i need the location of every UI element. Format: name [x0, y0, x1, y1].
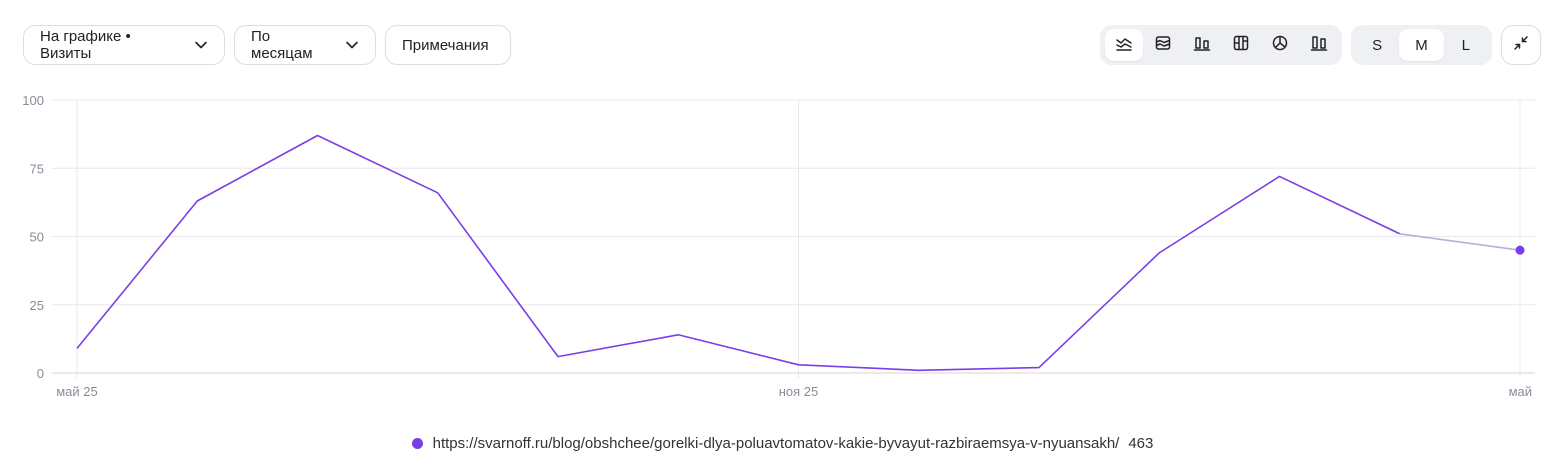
size-m-label: M: [1415, 36, 1428, 54]
bar-chart-icon: [1310, 34, 1328, 56]
x-tick-label: май 25: [56, 384, 98, 399]
size-s-option[interactable]: S: [1355, 29, 1399, 61]
series-line: [76, 134, 1401, 372]
x-axis: май 25 ноя 25 май: [56, 384, 1532, 399]
y-tick-label: 100: [22, 93, 44, 108]
chart-type-line[interactable]: [1104, 29, 1143, 61]
data-point: [1515, 245, 1525, 255]
stacked-column-icon: [1232, 34, 1250, 56]
y-tick-label: 50: [30, 230, 44, 245]
line-chart: 0 25 50 75 100 май 25 ноя 25 май: [22, 93, 1535, 399]
size-m-option[interactable]: M: [1399, 29, 1444, 61]
notes-button[interactable]: Примечания: [385, 25, 511, 65]
chart-series: [76, 134, 1525, 372]
line-chart-icon: [1115, 34, 1133, 56]
notes-button-label: Примечания: [402, 36, 489, 54]
period-dropdown-label: По месяцам: [251, 28, 313, 62]
legend-series-marker: [411, 437, 423, 449]
collapse-button[interactable]: [1501, 25, 1541, 65]
chart-toolbar: На графике • Визиты По месяцам Примечани…: [0, 0, 1565, 90]
metric-dropdown-label: На графике • Визиты: [40, 28, 131, 62]
chevron-down-icon: [345, 38, 359, 52]
size-l-label: L: [1461, 36, 1470, 54]
chart-type-bar[interactable]: [1300, 29, 1338, 61]
period-dropdown[interactable]: По месяцам: [234, 25, 376, 65]
size-l-option[interactable]: L: [1444, 29, 1488, 61]
x-tick-label: май: [1509, 384, 1532, 399]
legend-series-total: 463: [1128, 434, 1154, 452]
chevron-down-icon: [194, 38, 208, 52]
legend-series-label[interactable]: https://svarnoff.ru/blog/obshchee/gorelk…: [432, 434, 1120, 452]
area-chart-icon: [1154, 34, 1172, 56]
chart-legend: https://svarnoff.ru/blog/obshchee/gorelk…: [0, 430, 1565, 456]
chart-grid: [52, 99, 1535, 378]
chart-type-column[interactable]: [1183, 29, 1221, 61]
chart-type-stacked[interactable]: [1222, 29, 1260, 61]
y-tick-label: 25: [30, 298, 44, 313]
metric-dropdown[interactable]: На графике • Визиты: [23, 25, 225, 65]
chart-type-pie[interactable]: [1261, 29, 1299, 61]
y-tick-label: 0: [37, 366, 44, 381]
x-tick-label: ноя 25: [779, 384, 819, 399]
size-s-label: S: [1372, 36, 1383, 54]
pie-chart-icon: [1271, 34, 1289, 56]
series-line-incomplete: [1399, 232, 1521, 251]
chart-type-area[interactable]: [1144, 29, 1182, 61]
size-switcher: S M L: [1351, 25, 1492, 65]
collapse-icon: [1513, 35, 1529, 56]
y-tick-label: 75: [30, 161, 44, 176]
chart-type-switcher: [1100, 25, 1342, 65]
column-chart-icon: [1193, 34, 1211, 56]
y-axis: 0 25 50 75 100: [22, 93, 44, 381]
